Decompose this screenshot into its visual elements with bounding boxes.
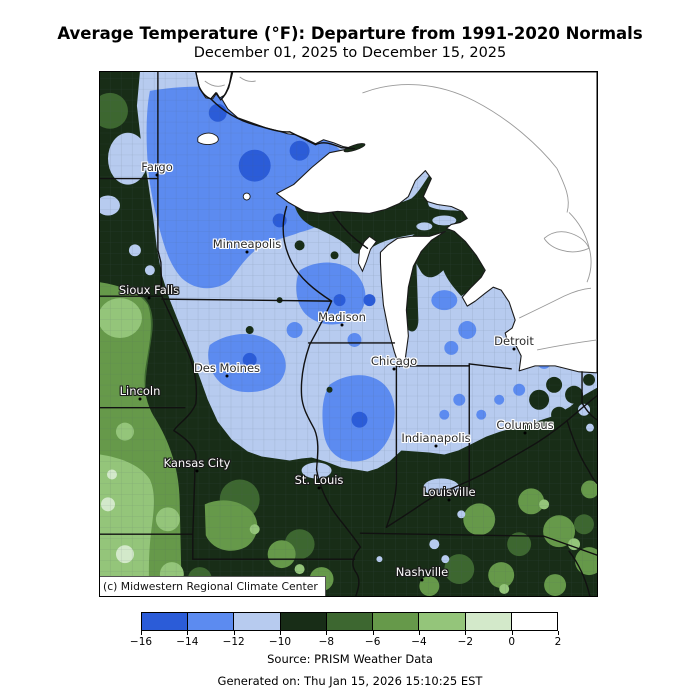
- generated-timestamp: Generated on: Thu Jan 15, 2026 15:10:25 …: [217, 674, 483, 688]
- colorbar-tick-mark-3: [280, 631, 281, 635]
- temperature-departure-map: [100, 72, 597, 596]
- copyright-note: (c) Midwestern Regional Climate Center: [100, 576, 326, 596]
- page-title: Average Temperature (°F): Departure from…: [57, 24, 643, 43]
- colorbar: [141, 612, 558, 631]
- colorbar-cell-4: [326, 613, 374, 630]
- colorbar-tick-label-4: −8: [318, 636, 335, 648]
- source-note: Source: PRISM Weather Data: [267, 652, 433, 666]
- colorbar-tick-mark-5: [372, 631, 374, 635]
- colorbar-tick-mark-6: [419, 631, 420, 635]
- red-lake: [197, 132, 219, 145]
- colorbar-tick-mark-9: [558, 631, 559, 635]
- colorbar-tick-mark-8: [511, 631, 513, 635]
- colorbar-tick-label-5: −6: [364, 636, 381, 648]
- colorbar-cell-0: [142, 613, 189, 630]
- colorbar-cell-2: [234, 613, 281, 630]
- mille-lacs-lake: [242, 192, 251, 201]
- colorbar-tick-mark-1: [187, 631, 189, 635]
- colorbar-tick-label-0: −16: [129, 636, 153, 648]
- colorbar-tick-label-7: −2: [457, 636, 474, 648]
- colorbar-tick-label-2: −12: [222, 636, 245, 648]
- colorbar-tick-mark-4: [326, 631, 328, 635]
- colorbar-cell-1: [188, 613, 235, 630]
- lake-michigan: [379, 230, 446, 368]
- colorbar-cell-8: [511, 613, 557, 630]
- colorbar-cell-6: [419, 613, 466, 630]
- page-subtitle: December 01, 2025 to December 15, 2025: [193, 45, 507, 61]
- colorbar-tick-mark-2: [233, 631, 235, 635]
- colorbar-cell-3: [280, 613, 327, 630]
- state-borders: [100, 72, 597, 596]
- colorbar-tick-label-8: 0: [508, 636, 515, 648]
- colorbar-cell-7: [465, 613, 512, 630]
- colorbar-tick-mark-7: [465, 631, 467, 635]
- map-frame: Fargo Minneapolis Sioux Falls Madison Des Mo…: [99, 71, 598, 597]
- colorbar-cell-5: [373, 613, 420, 630]
- colorbar-tick-label-6: −4: [411, 636, 427, 648]
- colorbar-tick-label-1: −14: [176, 636, 199, 648]
- colorbar-tick-label-9: 2: [554, 636, 562, 648]
- colorbar-tick-mark-0: [141, 631, 142, 635]
- canada-outline: [204, 76, 597, 351]
- isle-royale: [343, 143, 366, 153]
- colorbar-tick-label-3: −10: [268, 636, 292, 648]
